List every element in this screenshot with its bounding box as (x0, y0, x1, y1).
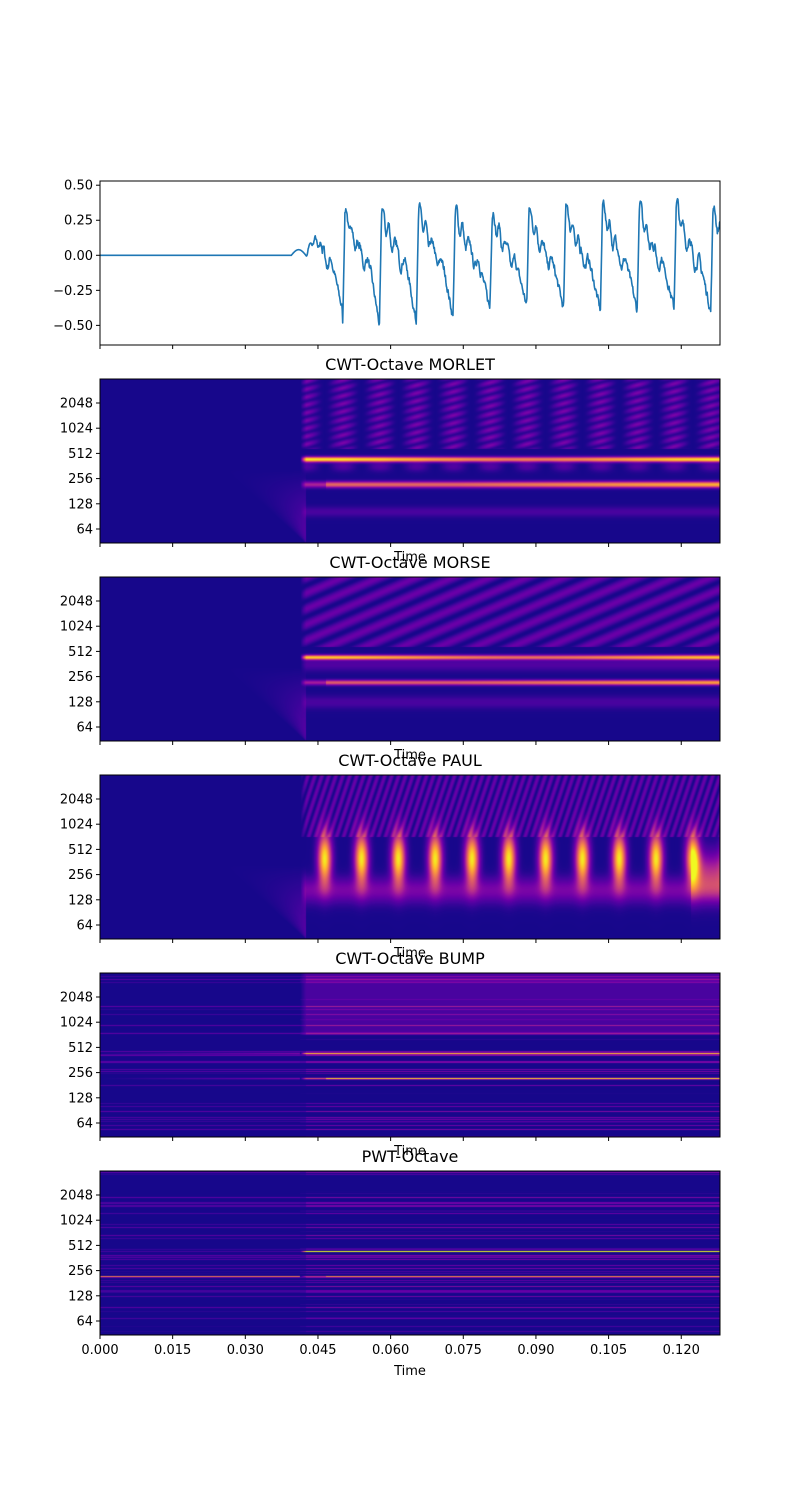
ytick-label: 512 (68, 645, 93, 660)
waveform-ytick-label: 0.25 (64, 214, 93, 229)
xtick-label: 0.075 (445, 1343, 482, 1358)
bump-panel: CWT-Octave BUMP 2048 1024 512 256 128 64 Time (60, 949, 721, 1159)
bump-ticks: 2048 1024 512 256 128 64 (60, 991, 682, 1141)
morse-heatmap (100, 577, 720, 741)
pwt-ticks: 2048 1024 512 256 128 64 0.000 0.015 0.030 0.045 0… (60, 1189, 700, 1359)
paul-heatmap (100, 775, 720, 939)
ytick-label: 128 (68, 497, 93, 512)
pwt-heatmap (100, 1171, 720, 1335)
ytick-label: 2048 (60, 397, 93, 412)
waveform-y-ticks: 0.50 0.25 0.00 −0.25 −0.50 (53, 179, 100, 334)
ytick-label: 64 (76, 523, 93, 538)
ytick-label: 1024 (60, 1016, 93, 1031)
ytick-label: 2048 (60, 1189, 93, 1204)
ytick-label: 256 (68, 868, 93, 883)
ytick-label: 512 (68, 1041, 93, 1056)
bump-heatmap (100, 973, 720, 1137)
ytick-label: 64 (76, 1315, 93, 1330)
paul-ticks: 2048 1024 512 256 128 64 (60, 793, 682, 943)
paul-title: CWT-Octave PAUL (338, 751, 482, 770)
waveform-ytick-label: −0.50 (53, 319, 93, 334)
ytick-label: 1024 (60, 1214, 93, 1229)
ytick-label: 256 (68, 1264, 93, 1279)
morse-xlabel: Time (393, 748, 426, 763)
ytick-label: 512 (68, 1239, 93, 1254)
ytick-label: 1024 (60, 422, 93, 437)
ytick-label: 256 (68, 670, 93, 685)
ytick-label: 128 (68, 1091, 93, 1106)
ytick-label: 64 (76, 1117, 93, 1132)
morlet-xlabel: Time (393, 550, 426, 565)
morse-title: CWT-Octave MORSE (329, 553, 490, 572)
morlet-ticks: 2048 1024 512 256 128 64 (60, 397, 682, 547)
paul-panel: CWT-Octave PAUL 2048 1024 512 256 128 64 Time (60, 751, 721, 961)
xtick-label: 0.090 (517, 1343, 554, 1358)
morlet-title: CWT-Octave MORLET (325, 355, 495, 374)
xtick-label: 0.015 (154, 1343, 191, 1358)
waveform-x-ticks (99, 345, 682, 349)
bump-xlabel: Time (393, 1144, 426, 1159)
ytick-label: 256 (68, 1066, 93, 1081)
waveform-ytick-label: −0.25 (53, 284, 93, 299)
ytick-label: 256 (68, 472, 93, 487)
xtick-label: 0.060 (372, 1343, 409, 1358)
ytick-label: 128 (68, 1289, 93, 1304)
ytick-label: 128 (68, 893, 93, 908)
morse-panel: CWT-Octave MORSE 2048 1024 512 256 128 64 Tim… (60, 553, 721, 763)
waveform-ytick-label: 0.00 (64, 249, 93, 264)
pwt-title: PWT-Octave (362, 1147, 459, 1166)
paul-xlabel: Time (393, 946, 426, 961)
xtick-label: 0.105 (590, 1343, 627, 1358)
morse-ticks: 2048 1024 512 256 128 64 (60, 595, 682, 745)
ytick-label: 64 (76, 721, 93, 736)
xtick-label: 0.120 (663, 1343, 700, 1358)
ytick-label: 2048 (60, 595, 93, 610)
ytick-label: 2048 (60, 991, 93, 1006)
ytick-label: 1024 (60, 620, 93, 635)
xtick-label: 0.000 (81, 1343, 118, 1358)
waveform-panel: 0.50 0.25 0.00 −0.25 −0.50 (53, 179, 721, 349)
ytick-label: 128 (68, 695, 93, 710)
waveform-ytick-label: 0.50 (64, 179, 93, 194)
morlet-panel: CWT-Octave MORLET 2048 1024 512 256 128 64 Ti… (60, 355, 721, 565)
ytick-label: 512 (68, 447, 93, 462)
xtick-label: 0.030 (227, 1343, 264, 1358)
ytick-label: 2048 (60, 793, 93, 808)
morlet-heatmap (100, 379, 720, 543)
xtick-label: 0.045 (299, 1343, 336, 1358)
ytick-label: 64 (76, 919, 93, 934)
waveform-line (100, 197, 720, 326)
bump-title: CWT-Octave BUMP (335, 949, 485, 968)
ytick-label: 1024 (60, 818, 93, 833)
pwt-panel: PWT-Octave 2048 1024 512 256 128 64 0.000 0.015… (60, 1147, 721, 1379)
ytick-label: 512 (68, 843, 93, 858)
pwt-xlabel: Time (393, 1364, 426, 1379)
